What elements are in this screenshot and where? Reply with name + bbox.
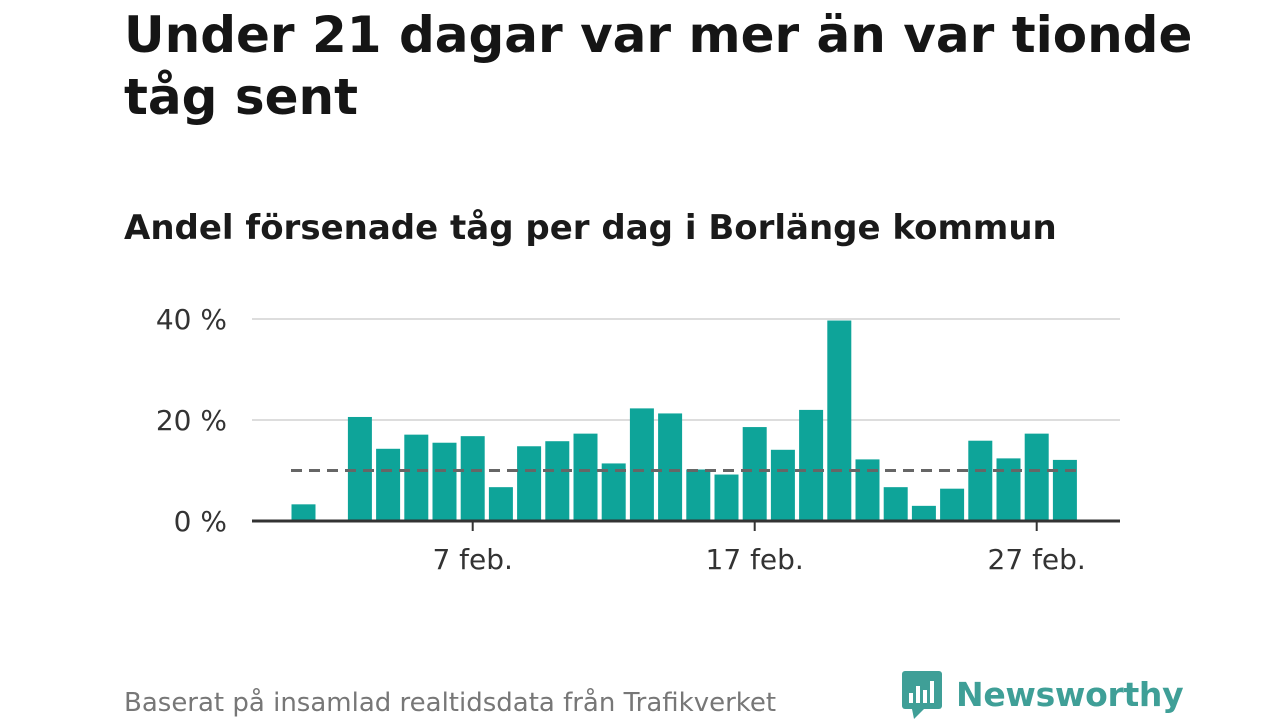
bar <box>376 448 401 521</box>
bar <box>742 427 767 521</box>
x-tick-label: 17 feb. <box>706 543 804 576</box>
brand-name: Newsworthy <box>956 675 1184 714</box>
bar <box>601 463 626 521</box>
bar <box>573 433 598 521</box>
bar <box>488 487 513 521</box>
bar <box>460 436 485 521</box>
bar <box>432 442 457 521</box>
y-tick-label: 0 % <box>174 505 227 538</box>
bar <box>545 441 570 521</box>
bar <box>770 449 795 521</box>
bar <box>940 488 965 521</box>
bar <box>855 459 880 521</box>
x-tick-label: 27 feb. <box>988 543 1086 576</box>
bar <box>1024 433 1049 521</box>
bar <box>404 434 429 521</box>
bar <box>629 408 654 521</box>
bar <box>714 474 739 521</box>
source-note: Baserat på insamlad realtidsdata från Tr… <box>124 688 777 718</box>
bar <box>799 409 824 521</box>
x-tick-label: 7 feb. <box>432 543 512 576</box>
brand-logo: Newsworthy <box>902 670 1184 720</box>
bar <box>968 440 993 521</box>
bar <box>996 458 1021 521</box>
bar <box>291 504 316 521</box>
chart-subtitle: Andel försenade tåg per dag i Borlänge k… <box>124 208 1057 248</box>
bar <box>827 320 852 521</box>
y-tick-label: 40 % <box>156 303 227 336</box>
newsworthy-logo-icon <box>902 671 942 719</box>
bar <box>517 446 542 521</box>
bar <box>883 487 908 521</box>
bar <box>347 416 372 521</box>
chart-title: Under 21 dagar var mer än var tionde tåg… <box>124 6 1193 126</box>
y-tick-label: 20 % <box>156 404 227 437</box>
bar <box>911 505 936 521</box>
bar <box>686 469 711 521</box>
bar <box>658 413 683 521</box>
